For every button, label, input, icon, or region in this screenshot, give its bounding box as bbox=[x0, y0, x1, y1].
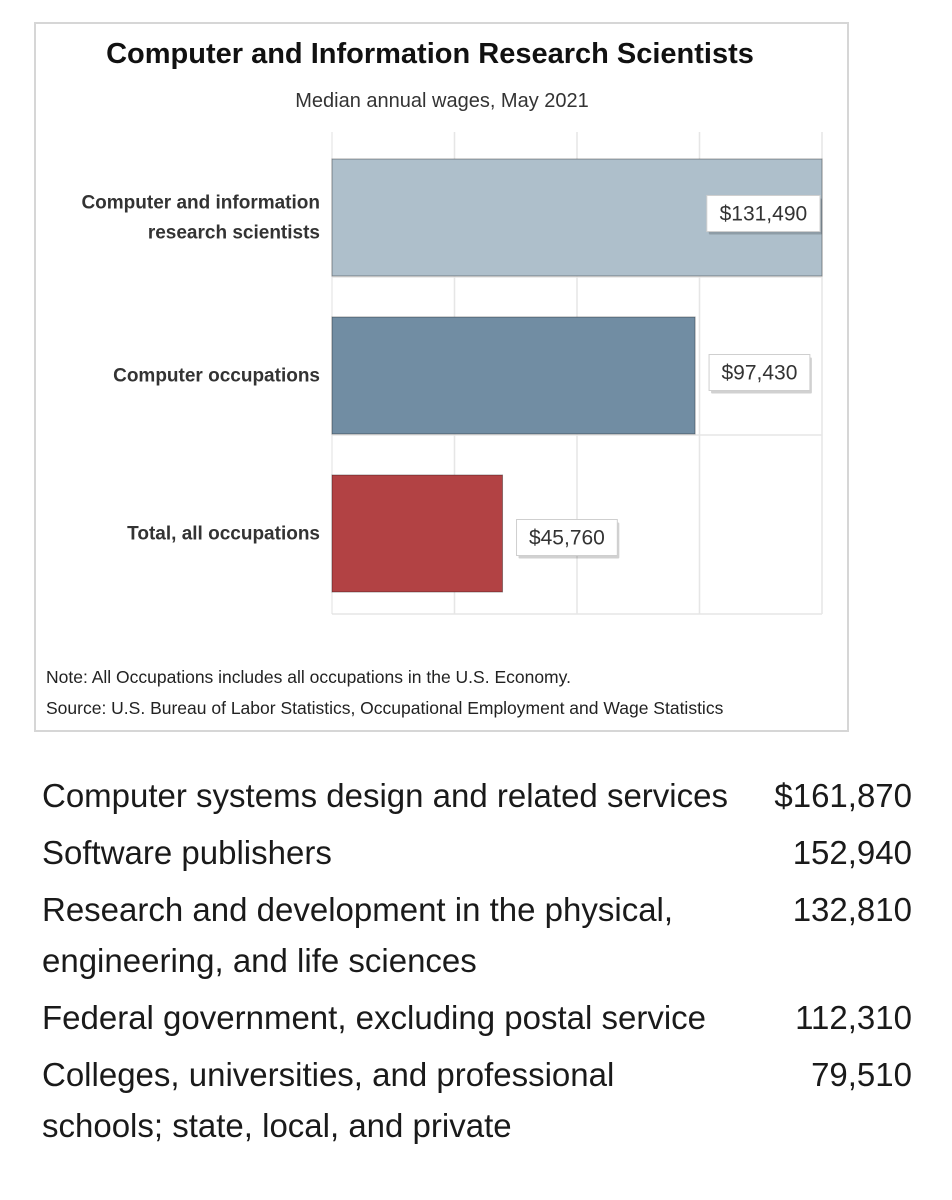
category-label: Total, all occupations bbox=[127, 524, 320, 545]
data-label: $97,430 bbox=[722, 362, 798, 385]
table-row: Software publishers 152,940 bbox=[42, 821, 912, 878]
chart-note: Note: All Occupations includes all occup… bbox=[46, 667, 571, 687]
bar bbox=[331, 474, 504, 593]
industry-wage-table: Computer systems design and related serv… bbox=[42, 770, 912, 1151]
bar bbox=[331, 316, 696, 435]
industry-wage: $161,870 bbox=[774, 777, 912, 814]
chart-subtitle: Median annual wages, May 2021 bbox=[295, 90, 589, 112]
chart-source: Source: U.S. Bureau of Labor Statistics,… bbox=[46, 698, 724, 718]
bar-chart: Computer and information research scienti… bbox=[81, 132, 823, 615]
chart-card: Computer and Information Research Scient… bbox=[34, 22, 849, 732]
industry-wage: 79,510 bbox=[811, 1056, 912, 1093]
industry-name: Research and development in the physical… bbox=[42, 891, 674, 979]
industry-wage: 152,940 bbox=[792, 834, 912, 871]
table-row: Colleges, universities, and professional… bbox=[42, 1043, 912, 1151]
data-label-box bbox=[516, 519, 618, 556]
table-row: Federal government, excluding postal ser… bbox=[42, 986, 912, 1043]
data-label: $131,490 bbox=[720, 203, 808, 226]
industry-name: Software publishers bbox=[42, 834, 332, 871]
chart-title: Computer and Information Research Scient… bbox=[106, 38, 754, 70]
industry-name: Colleges, universities, and professional… bbox=[42, 1056, 615, 1144]
table-row: Research and development in the physical… bbox=[42, 878, 912, 986]
industry-wage: 132,810 bbox=[792, 891, 912, 928]
category-label: Computer occupations bbox=[113, 366, 320, 387]
data-label: $45,760 bbox=[529, 527, 605, 550]
industry-wage: 112,310 bbox=[795, 999, 912, 1036]
data-label-box bbox=[708, 354, 811, 391]
industry-name: Computer systems design and related serv… bbox=[42, 777, 728, 814]
industry-name: Federal government, excluding postal ser… bbox=[42, 999, 707, 1036]
category-label: Computer and information research scienti… bbox=[81, 193, 320, 244]
data-label-box bbox=[706, 195, 821, 232]
table-row: Computer systems design and related serv… bbox=[42, 770, 912, 821]
